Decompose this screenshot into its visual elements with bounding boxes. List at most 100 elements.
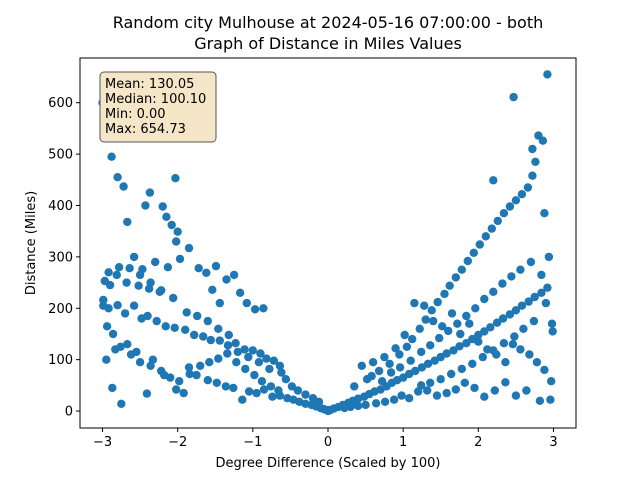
data-point [126, 350, 136, 359]
y-tick-label: 300 [48, 250, 73, 265]
data-point [222, 275, 231, 284]
y-axis-ticks: 0 100 200 300 400 500 600 [48, 96, 80, 420]
x-tick-label: −3 [93, 435, 112, 450]
data-point [199, 332, 208, 341]
data-point [493, 216, 502, 226]
data-point [457, 364, 466, 374]
data-point [105, 280, 115, 290]
data-point [510, 332, 519, 341]
data-point [377, 377, 387, 386]
data-point [411, 366, 420, 376]
data-point [146, 361, 155, 370]
data-point [505, 202, 515, 211]
stats-median: Median: 100.10 [105, 92, 206, 107]
x-tick-label: −2 [168, 435, 187, 450]
data-point [525, 350, 534, 359]
data-point [157, 286, 166, 295]
y-tick-label: 200 [48, 302, 73, 317]
data-point [112, 270, 122, 280]
data-point [547, 319, 557, 328]
data-point [175, 377, 184, 386]
chart-title-line2: Graph of Distance in Miles Values [194, 34, 462, 53]
data-point [162, 212, 171, 221]
data-point [531, 157, 540, 166]
data-point [113, 301, 122, 310]
data-point [427, 306, 436, 315]
data-point [232, 358, 241, 367]
x-tick-label: 3 [549, 435, 557, 450]
data-point [471, 304, 480, 313]
data-point [275, 361, 285, 370]
data-point [268, 392, 277, 401]
data-point [170, 323, 179, 332]
data-point [433, 297, 442, 307]
data-point [543, 70, 552, 79]
data-point [108, 383, 117, 393]
y-tick-label: 400 [48, 199, 73, 214]
data-point [530, 292, 539, 302]
data-point [400, 330, 409, 340]
data-point [206, 335, 215, 345]
data-point [391, 344, 400, 353]
data-point [205, 358, 214, 367]
data-point [163, 263, 173, 272]
data-point [426, 341, 435, 350]
data-point [474, 337, 483, 346]
x-tick-label: −1 [243, 435, 262, 450]
data-point [395, 350, 404, 359]
stats-mean: Mean: 130.05 [105, 77, 194, 92]
data-point [417, 347, 426, 357]
data-point [252, 388, 261, 398]
data-point [142, 389, 152, 398]
data-point [221, 382, 230, 391]
data-point [238, 395, 247, 404]
data-point [492, 318, 502, 327]
data-point [293, 386, 303, 395]
data-point [517, 301, 527, 310]
data-point [173, 227, 182, 236]
data-point [208, 285, 217, 294]
data-point [532, 358, 542, 367]
data-point [172, 385, 181, 394]
stats-min: Min: 0.00 [105, 107, 166, 122]
data-point [415, 324, 424, 333]
data-point [544, 252, 554, 262]
data-point [499, 339, 509, 348]
data-point [104, 268, 113, 277]
data-point [480, 327, 489, 336]
data-point [157, 366, 166, 376]
data-point [223, 341, 233, 350]
stats-box-background [99, 71, 217, 143]
data-point [129, 301, 139, 310]
data-point [537, 288, 546, 297]
data-point [367, 371, 376, 381]
data-point [457, 265, 466, 274]
data-point [125, 264, 134, 273]
data-point [99, 301, 108, 310]
data-point [489, 176, 498, 185]
data-point [135, 270, 145, 280]
x-tick-label: 1 [399, 435, 407, 450]
data-point [470, 383, 479, 393]
data-point [436, 375, 445, 384]
data-point [357, 361, 366, 370]
data-point [397, 391, 406, 400]
data-point [447, 369, 456, 379]
data-point [203, 316, 212, 326]
data-point [169, 293, 178, 303]
data-point [540, 209, 549, 218]
data-point [420, 301, 429, 310]
data-point [259, 385, 269, 394]
data-point [385, 359, 394, 368]
x-axis-ticks: −3 −2 −1 0 1 2 3 [93, 428, 558, 450]
data-point [193, 311, 202, 321]
data-point [453, 319, 462, 328]
data-point [460, 378, 469, 387]
data-point [462, 311, 471, 321]
data-point [408, 334, 417, 344]
data-point [442, 388, 451, 398]
data-point [107, 152, 116, 161]
data-point [182, 308, 191, 317]
data-point [361, 400, 370, 410]
data-point [265, 364, 274, 374]
